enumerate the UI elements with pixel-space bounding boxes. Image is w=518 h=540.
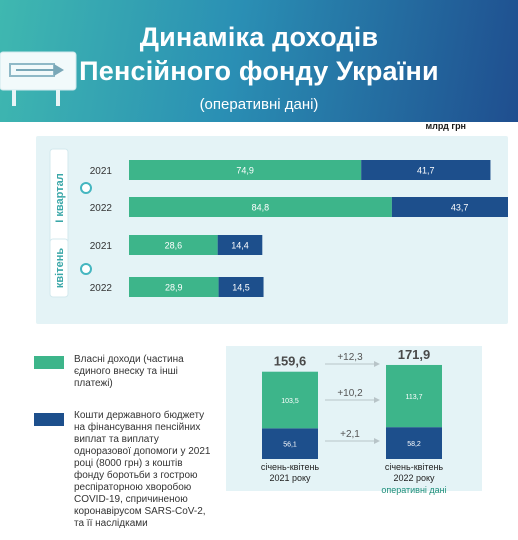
bar-own-income [129, 160, 362, 180]
difference-arrow-head [374, 361, 380, 367]
group-label: квітень [54, 248, 66, 288]
bar-value-label: 103,5 [281, 398, 299, 405]
difference-label: +2,1 [340, 429, 360, 440]
bar-state-budget [262, 428, 318, 459]
category-label: 2021 [90, 166, 113, 177]
legend-swatch-own-income [34, 356, 64, 369]
bar-value-label: 56,1 [283, 442, 297, 449]
category-label: 2021 року [269, 473, 311, 483]
horizontal-stacked-bar-chart: І квартал квітень 2021 74,9 41,7 2022 84,8 43,7… [49, 148, 508, 298]
bar-state-budget [386, 427, 442, 459]
bar-own-income [129, 235, 218, 255]
legend-label-state-budget: Кошти державного бюджету на фінансування… [74, 410, 211, 529]
group-label-box [49, 238, 69, 298]
category-label: 2021 [90, 241, 113, 252]
difference-label: +10,2 [337, 388, 363, 399]
legend-label-own-income: Власні доходи (частина єдиного внеску та… [74, 354, 184, 389]
legend-swatch-state-budget [34, 413, 64, 426]
bar-value-label: 14,5 [232, 283, 250, 293]
road-sign-icon [0, 51, 77, 106]
bar-value-label: 43,7 [451, 203, 469, 213]
note-label: оперативні дані [381, 485, 446, 495]
category-label: 2022 [90, 203, 113, 214]
bar-value-label: 14,4 [231, 241, 249, 251]
category-label: січень-квітень [261, 462, 320, 472]
bar-own-income [129, 197, 392, 217]
page-title-line-1: Динаміка доходів [139, 22, 379, 52]
category-label: 2022 [90, 283, 113, 294]
difference-label: +12,3 [337, 352, 363, 363]
bar-value-label: 28,9 [165, 283, 183, 293]
bar-own-income [262, 371, 318, 429]
bar-state-budget [218, 277, 264, 297]
header-banner: Динаміка доходів Пенсійного фонду Україн… [0, 0, 518, 122]
group-marker-circle [80, 182, 92, 194]
bar-state-budget [391, 197, 508, 217]
bar-own-income [386, 364, 442, 428]
bar-value-label: 58,2 [407, 441, 421, 448]
group-marker-circle [80, 263, 92, 275]
page-subtitle: (оперативні дані) [199, 96, 319, 113]
bar-value-label: 74,9 [236, 166, 254, 176]
group-label: І квартал [54, 173, 66, 222]
total-value-label: 159,6 [274, 354, 307, 369]
difference-arrow-head [374, 397, 380, 403]
bar-value-label: 113,7 [406, 394, 423, 401]
bar-state-budget [361, 160, 491, 180]
unit-label: млрд грн [425, 121, 466, 131]
total-value-label: 171,9 [398, 347, 431, 362]
difference-arrow-head [374, 438, 380, 444]
page-title-line-2: Пенсійного фонду України [79, 56, 439, 86]
category-label: 2022 року [393, 473, 435, 483]
bar-value-label: 41,7 [417, 166, 435, 176]
bar-state-budget [217, 235, 263, 255]
bar-value-label: 84,8 [252, 203, 270, 213]
category-label: січень-квітень [385, 462, 444, 472]
bar-own-income [129, 277, 219, 297]
bar-value-label: 28,6 [165, 241, 183, 251]
